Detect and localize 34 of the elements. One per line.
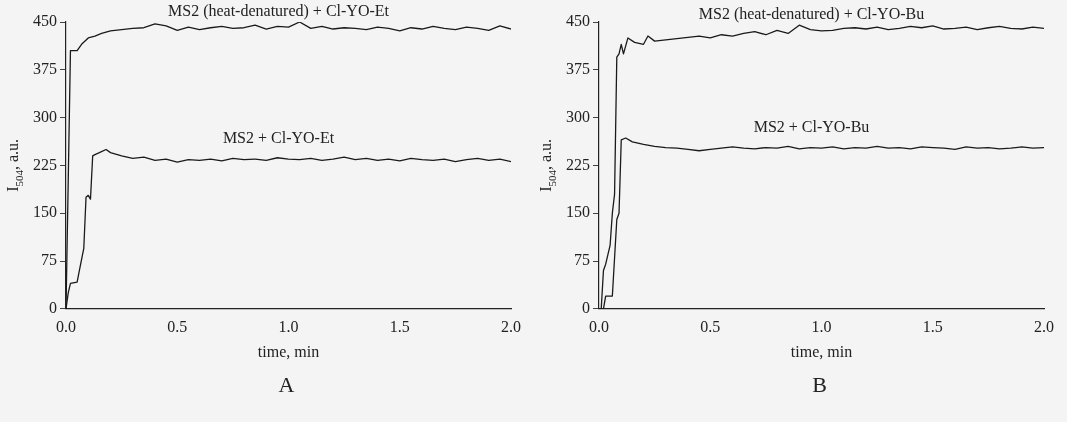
x-tick-label: 0.0 — [589, 317, 609, 335]
y-axis-title: I504, a.u. — [537, 138, 558, 192]
x-tick-label: 0.5 — [700, 317, 721, 335]
y-tick-label: 150 — [566, 203, 590, 221]
series-label: MS2 + Cl-YO-Et — [222, 129, 335, 147]
y-tick-label: 375 — [566, 60, 590, 77]
y-axis-title: I504, a.u. — [4, 138, 25, 192]
x-tick-label: 1.5 — [389, 317, 410, 335]
y-tick-label: 0 — [49, 299, 57, 316]
y-tick-label: 450 — [33, 12, 57, 30]
y-tick-label: 75 — [41, 251, 57, 269]
x-axis-title: time, min — [257, 342, 320, 360]
x-tick-label: 2.0 — [1034, 317, 1054, 335]
y-tick-label: 225 — [33, 155, 57, 173]
x-tick-label: 1.5 — [922, 317, 943, 335]
y-tick-label: 150 — [33, 203, 57, 221]
series-label: MS2 (heat-denatured) + Cl-YO-Bu — [698, 5, 925, 24]
x-axis-title: time, min — [790, 342, 853, 360]
y-tick-label: 300 — [33, 107, 57, 125]
y-tick-label: 375 — [33, 60, 57, 77]
text: A — [277, 372, 296, 398]
y-tick-label: 300 — [566, 107, 590, 125]
y-tick-label: 450 — [566, 12, 590, 30]
text: B — [811, 372, 828, 398]
x-tick-label: 0.5 — [167, 317, 188, 335]
series-label: MS2 (heat-denatured) + Cl-YO-Et — [168, 2, 390, 20]
y-tick-label: 0 — [582, 299, 590, 316]
x-tick-label: 0.0 — [56, 317, 76, 335]
y-tick-label: 225 — [566, 155, 590, 173]
x-tick-label: 1.0 — [811, 317, 832, 335]
x-tick-label: 2.0 — [501, 317, 521, 335]
series-label: MS2 + Cl-YO-Bu — [753, 117, 870, 135]
x-tick-label: 1.0 — [278, 317, 299, 335]
y-tick-label: 75 — [574, 251, 590, 269]
